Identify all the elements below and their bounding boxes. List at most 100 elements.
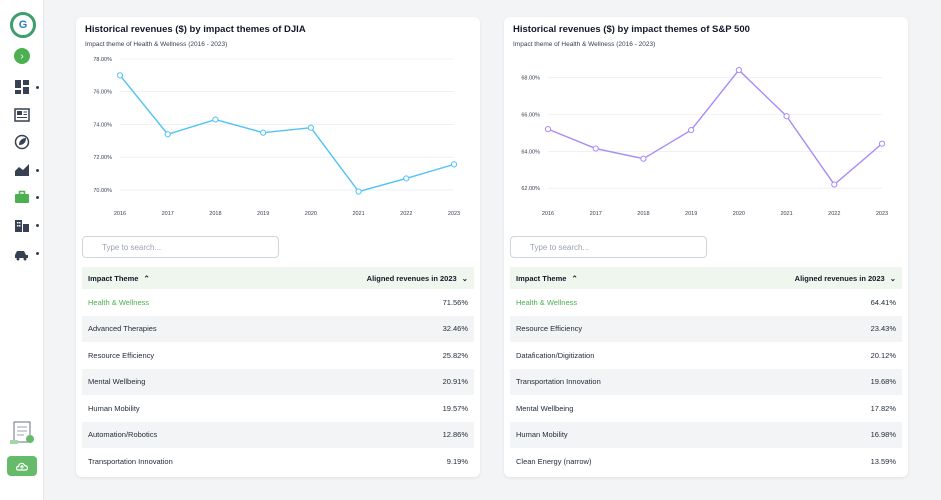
table-row[interactable]: Clean Energy (narrow) 13.59% <box>510 448 902 475</box>
chevron-right-icon: › <box>20 50 24 62</box>
theme-cell: Clean Energy (narrow) <box>516 456 592 466</box>
area-chart-icon <box>15 164 29 176</box>
impact-theme-column-header[interactable]: Impact Theme ⌃ <box>88 274 150 283</box>
y-tick-label: 66.00% <box>521 112 540 118</box>
data-point <box>640 155 647 162</box>
impact-theme-column-header[interactable]: Impact Theme ⌃ <box>516 274 578 283</box>
sp500-panel: Historical revenues ($) by impact themes… <box>504 17 908 477</box>
theme-cell: Health & Wellness <box>88 297 150 307</box>
sort-asc-icon: ⌃ <box>143 273 150 283</box>
column-label: Aligned revenues in 2023 <box>366 273 457 283</box>
nav-dot <box>36 224 39 227</box>
table-row[interactable]: Mental Wellbeing 20.91% <box>82 368 474 395</box>
series-line <box>119 74 455 193</box>
table-row[interactable]: Health & Wellness 71.56% <box>82 289 474 316</box>
theme-cell: Health & Wellness <box>516 297 578 307</box>
revenue-cell: 23.43% <box>870 324 896 334</box>
table-row[interactable]: Mental Wellbeing 17.82% <box>510 395 902 422</box>
nav-portfolio[interactable] <box>13 189 31 205</box>
table-row[interactable]: Human Mobility 19.57% <box>82 395 474 422</box>
theme-cell: Automation/Robotics <box>88 430 158 440</box>
x-tick-label: 2018 <box>209 211 221 217</box>
x-tick-label: 2022 <box>400 211 412 217</box>
djia-line-chart: 70.00% 72.00% 74.00% 76.00% 78.00% 2016 2017 20… <box>93 57 460 217</box>
djia-panel: Historical revenues ($) by impact themes… <box>76 17 480 477</box>
theme-cell: Resource Efficiency <box>88 350 155 360</box>
table-row[interactable]: Datafication/Digitization 20.12% <box>510 342 902 369</box>
x-tick-label: 2019 <box>257 211 269 217</box>
x-tick-label: 2017 <box>590 211 602 217</box>
nav-sectors[interactable] <box>13 245 31 261</box>
revenue-cell: 32.46% <box>442 324 468 334</box>
nav-impact[interactable] <box>13 134 31 150</box>
chevron-down-icon: ⌄ <box>889 273 896 283</box>
revenue-cell: 17.82% <box>870 403 896 413</box>
table-row[interactable]: Transportation Innovation 19.68% <box>510 368 902 395</box>
x-tick-label: 2017 <box>162 211 174 217</box>
revenue-cell: 71.56% <box>442 297 468 307</box>
nav-companies[interactable] <box>13 217 31 233</box>
data-point <box>116 72 124 79</box>
table-row[interactable]: Transportation Innovation 9.19% <box>82 448 474 475</box>
y-tick-label: 68.00% <box>521 75 540 81</box>
table-header: Impact Theme ⌃ Aligned revenues in 2023 ⌄ <box>510 267 902 289</box>
data-point <box>403 175 410 182</box>
search-input[interactable] <box>510 236 707 258</box>
app-logo[interactable]: G <box>10 12 36 38</box>
table-row[interactable]: Human Mobility 16.98% <box>510 421 902 448</box>
x-tick-label: 2020 <box>305 211 317 217</box>
data-point <box>164 131 171 138</box>
x-tick-label: 2016 <box>542 211 554 217</box>
upload-button[interactable] <box>7 456 37 476</box>
data-point <box>355 188 362 195</box>
sidebar: G › <box>0 0 44 500</box>
y-tick-label: 64.00% <box>521 149 540 155</box>
theme-cell: Resource Efficiency <box>516 324 583 334</box>
y-tick-label: 70.00% <box>93 188 112 194</box>
nav-dashboard[interactable] <box>13 79 31 95</box>
table-row[interactable]: Advanced Therapies 32.46% <box>82 315 474 342</box>
revenue-cell: 64.41% <box>870 297 896 307</box>
y-tick-label: 78.00% <box>93 57 112 63</box>
x-tick-label: 2021 <box>352 211 364 217</box>
theme-cell: Datafication/Digitization <box>516 350 595 360</box>
revenue-cell: 13.59% <box>870 456 896 466</box>
revenue-cell: 19.57% <box>442 403 468 413</box>
nav-analytics[interactable] <box>13 162 31 178</box>
panel-title: Historical revenues ($) by impact themes… <box>85 24 306 35</box>
table-row[interactable]: Health & Wellness 64.41% <box>510 289 902 316</box>
chart-subtitle: Impact theme of Health & Wellness (2016 … <box>513 41 656 48</box>
data-point <box>831 181 838 188</box>
revenue-cell: 20.91% <box>442 377 468 387</box>
themes-table: Impact Theme ⌃ Aligned revenues in 2023 ⌄ … <box>82 267 474 475</box>
newspaper-icon <box>14 108 30 122</box>
data-point <box>735 66 742 74</box>
sp500-line-chart: 62.00% 64.00% 66.00% 68.00% 2016 2017 2018 2019… <box>521 66 888 217</box>
theme-cell: Mental Wellbeing <box>88 377 146 387</box>
revenue-cell: 12.86% <box>442 430 468 440</box>
search-input[interactable] <box>82 236 279 258</box>
chevron-down-icon: ⌄ <box>461 273 468 283</box>
column-label: Aligned revenues in 2023 <box>794 273 885 283</box>
theme-cell: Transportation Innovation <box>516 377 601 387</box>
nav-news[interactable] <box>13 107 31 123</box>
table-header: Impact Theme ⌃ Aligned revenues in 2023 ⌄ <box>82 267 474 289</box>
nav-dot <box>36 252 39 255</box>
aligned-revenues-column-header[interactable]: Aligned revenues in 2023 ⌄ <box>367 274 468 283</box>
theme-cell: Human Mobility <box>516 430 568 440</box>
column-label: Impact Theme <box>516 273 567 283</box>
theme-cell: Mental Wellbeing <box>516 403 574 413</box>
table-row[interactable]: Automation/Robotics 12.86% <box>82 421 474 448</box>
x-tick-label: 2022 <box>828 211 840 217</box>
x-tick-label: 2023 <box>876 211 888 217</box>
aligned-revenues-column-header[interactable]: Aligned revenues in 2023 ⌄ <box>795 274 896 283</box>
revenue-cell: 9.19% <box>446 456 468 466</box>
x-tick-label: 2021 <box>780 211 792 217</box>
expand-sidebar-button[interactable]: › <box>14 48 30 64</box>
nav-dot <box>36 86 39 89</box>
logo-letter: G <box>18 19 28 31</box>
table-row[interactable]: Resource Efficiency 25.82% <box>82 342 474 369</box>
data-point <box>450 161 458 168</box>
y-tick-label: 74.00% <box>93 122 112 128</box>
table-row[interactable]: Resource Efficiency 23.43% <box>510 315 902 342</box>
